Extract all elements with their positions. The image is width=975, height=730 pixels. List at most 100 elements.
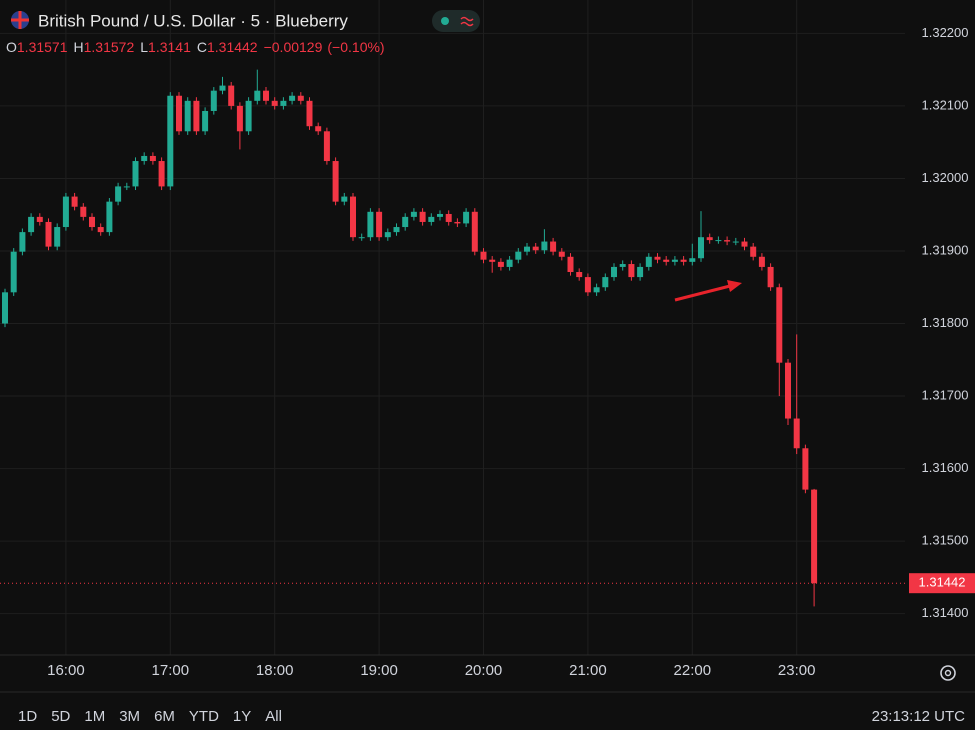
candle-body [558,251,565,257]
candle-body [715,240,722,242]
candle-body [167,95,174,187]
candle-body [341,196,348,202]
candle-body [71,196,78,207]
candle-body [376,211,383,238]
y-tick-label: 1.31400 [922,605,969,620]
y-tick-label: 1.31900 [922,242,969,257]
candle-body [576,272,583,278]
candle-body [254,90,261,101]
status-wave [460,16,474,27]
settings-icon[interactable] [940,665,956,681]
candle-body [637,266,644,278]
candle-body [132,161,139,187]
y-tick-label: 1.31500 [922,533,969,548]
candle-body [123,186,130,188]
candle-body [115,186,122,202]
toolbar: 23:13:12 UTC 1D 5D 1M 3M 6M YTD 1Y All [18,708,965,725]
candle-body [758,256,765,267]
range-button[interactable]: 3M [119,708,140,725]
candle-body [506,259,513,267]
range-button[interactable]: 1Y [233,708,251,725]
candle-body [384,232,391,238]
ohlc-value: 1.31442 [207,39,258,55]
candle-body [350,196,356,238]
candle-body [445,213,452,222]
candle-body [297,95,304,101]
ohlc-label: H [74,39,84,55]
candle-body [654,256,661,260]
candle-body [106,201,113,233]
candle-body [202,110,209,132]
candle-body [280,100,287,106]
candle-body [776,287,783,363]
range-button[interactable]: 1M [84,708,105,725]
status-dot [441,17,449,25]
candle-body [706,237,713,241]
settings-icon-center [944,669,952,677]
x-tick-label: 17:00 [152,662,190,679]
ohlc-value: 1.31572 [84,39,135,55]
candle-body [471,211,478,252]
range-button[interactable]: 5D [51,708,70,725]
candle-body [80,206,87,217]
candle-body [36,216,43,222]
range-button[interactable]: 1D [18,708,37,725]
ohlc-value: 1.3141 [148,39,191,55]
candle-body [97,227,104,233]
candle-body [19,232,26,252]
change-pct: (−0.10%) [327,39,384,55]
candle-body [315,126,322,132]
range-button[interactable]: 6M [154,708,175,725]
candle-body [532,246,539,251]
annotation-arrow [674,280,742,302]
candle-body [271,100,278,106]
candle-body [463,211,470,224]
candle-body [497,261,504,267]
candle-body [663,259,670,262]
arrow-shaft [674,284,731,302]
candle-body [584,277,591,293]
candle-body [263,90,269,101]
candle-body [228,85,235,106]
arrow-head [727,280,742,292]
ohlc-legend: O1.31571 H1.31572 L1.3141 C1.31442 −0.00129(… [6,39,385,55]
x-tick-label: 22:00 [674,662,712,679]
candle-body [28,216,35,233]
candle-body [289,95,296,101]
candle-body [645,256,652,267]
candle-body [10,251,17,293]
candle-body [689,258,696,262]
candle-body [245,100,252,132]
candle-body [437,213,443,217]
y-tick-label: 1.32100 [922,97,969,112]
candle-body [54,227,61,247]
ohlc-value: 1.31571 [17,39,68,55]
range-button[interactable]: YTD [189,708,219,725]
candle-body [567,256,574,273]
candle-body [550,241,557,252]
x-tick-label: 23:00 [778,662,816,679]
candle-body [515,251,522,260]
ohlc-label: L [140,39,148,55]
range-button[interactable]: All [265,708,282,725]
candle-body [332,161,339,202]
candle-body [89,216,95,228]
candle-body [193,100,200,132]
y-tick-label: 1.32200 [922,25,969,40]
candle-body [811,489,818,584]
ohlc-label: C [197,39,207,55]
status-badge[interactable] [432,10,480,32]
candle-body [611,266,617,278]
x-tick-label: 20:00 [465,662,503,679]
candle-body [698,237,704,259]
candle-body [410,211,417,217]
x-tick-label: 19:00 [360,662,398,679]
x-tick-label: 21:00 [569,662,607,679]
candle-body [524,246,530,252]
candle-body [785,362,791,419]
candle-body [732,241,739,243]
chart-title: British Pound / U.S. Dollar · 5 · Bluebe… [38,11,348,30]
candle-body [141,155,148,162]
